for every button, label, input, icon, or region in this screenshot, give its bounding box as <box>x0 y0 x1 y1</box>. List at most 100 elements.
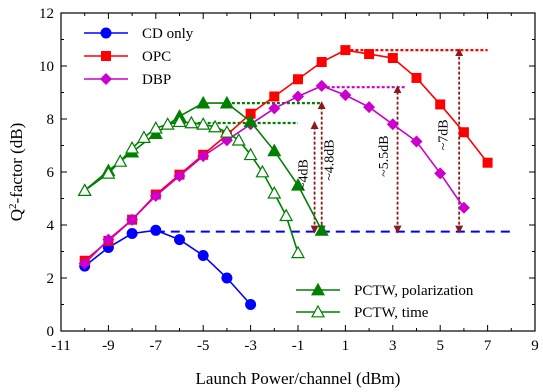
data-point <box>150 224 162 236</box>
legend-entry: DBP <box>84 72 171 88</box>
series-pctw-time <box>77 114 306 259</box>
data-point <box>255 164 270 178</box>
data-point <box>219 95 234 109</box>
data-point <box>126 227 138 239</box>
data-point <box>197 150 210 163</box>
legend-label: OPC <box>142 49 171 65</box>
annotation-label: ~4dB <box>296 159 311 190</box>
data-point <box>482 157 493 168</box>
data-point <box>315 79 328 92</box>
annotation-label: ~7dB <box>436 119 451 150</box>
legend-label: DBP <box>142 72 171 88</box>
data-point <box>197 249 209 261</box>
data-point <box>126 213 139 226</box>
data-point <box>340 45 351 56</box>
data-point <box>316 57 327 68</box>
legend-label: PCTW, polarization <box>354 283 474 299</box>
y-tick-label: 0 <box>47 324 55 340</box>
data-point <box>102 233 115 246</box>
data-point <box>136 130 151 143</box>
data-point <box>434 167 447 180</box>
data-point <box>125 140 140 154</box>
data-point <box>245 299 257 310</box>
data-point <box>267 143 282 157</box>
x-tick-label: 9 <box>531 338 539 354</box>
data-point <box>100 27 112 39</box>
data-point <box>290 178 306 191</box>
data-point <box>196 95 211 109</box>
x-tick-label: 3 <box>389 338 397 354</box>
data-point <box>364 49 375 60</box>
x-tick-label: -9 <box>102 338 115 354</box>
data-point <box>363 101 376 114</box>
data-point <box>160 117 175 130</box>
y-axis-label-main: Q <box>7 209 26 221</box>
annotation-label: ~5.5dB <box>377 135 392 176</box>
data-point <box>458 127 469 138</box>
data-point <box>113 154 128 167</box>
legend: CD only OPC DBP PCTW, polarization PCTW, tim… <box>84 26 474 321</box>
data-point <box>457 201 470 214</box>
data-point <box>231 132 246 146</box>
data-point <box>314 223 329 236</box>
data-point <box>148 121 163 134</box>
legend-entry: CD only <box>84 26 194 42</box>
data-point <box>386 118 399 131</box>
y-axis-label: Q2-factor (dB) <box>7 123 26 222</box>
legend-label: PCTW, time <box>354 305 429 321</box>
y-axis-label-rest: -factor (dB) <box>7 123 26 204</box>
x-tick-label: 5 <box>436 338 444 354</box>
data-point <box>174 234 185 246</box>
data-point <box>221 272 233 284</box>
y-tick-label: 10 <box>39 59 54 75</box>
data-point <box>245 108 256 119</box>
data-point <box>435 99 446 110</box>
y-tick-label: 8 <box>47 112 55 128</box>
y-tick-label: 2 <box>47 271 55 287</box>
y-tick-label: 12 <box>39 6 54 22</box>
data-point <box>172 114 187 128</box>
data-point <box>101 166 116 179</box>
annotation-label: ~4.8dB <box>323 139 338 180</box>
data-point <box>279 208 294 222</box>
x-tick-label: 1 <box>342 338 350 354</box>
data-point <box>78 257 91 270</box>
data-point <box>100 73 112 85</box>
legend-entry: PCTW, polarization <box>296 282 474 299</box>
plot-area: ~4dB ~4.8dB ~5.5dB ~7dB <box>77 45 512 310</box>
series-dbp <box>78 79 470 270</box>
data-point <box>208 119 223 133</box>
data-point <box>184 115 199 129</box>
x-tick-label: 7 <box>484 338 492 354</box>
data-point <box>101 51 111 61</box>
x-tick-label: -3 <box>244 338 257 354</box>
data-point <box>243 114 258 128</box>
legend-entry: OPC <box>84 49 171 65</box>
x-tick-label: -5 <box>197 338 210 354</box>
data-point <box>219 125 234 138</box>
y-tick-label: 4 <box>47 218 55 234</box>
x-tick-label: -11 <box>51 338 70 354</box>
y-tick-label: 6 <box>47 165 55 181</box>
data-point <box>173 169 186 182</box>
data-point <box>269 91 280 102</box>
x-axis-label: Launch Power/channel (dBm) <box>196 369 401 388</box>
data-point <box>310 304 326 318</box>
x-tick-label: -1 <box>292 338 305 354</box>
legend-label: CD only <box>142 26 194 42</box>
x-tick-label: -7 <box>150 338 163 354</box>
data-point <box>387 53 398 64</box>
y-axis-label-sup: 2 <box>7 203 19 209</box>
legend-entry: PCTW, time <box>296 304 429 321</box>
data-point <box>196 117 211 130</box>
data-point <box>268 102 281 115</box>
data-point <box>292 90 304 103</box>
data-point <box>411 72 422 83</box>
data-point <box>77 183 92 196</box>
data-point <box>293 74 303 85</box>
data-point <box>290 245 306 259</box>
data-point <box>243 147 258 161</box>
data-point <box>339 89 352 102</box>
